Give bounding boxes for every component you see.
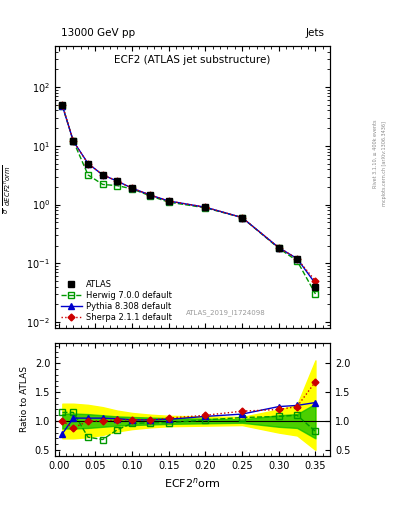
Herwig 7.0.0 default (276, 245, 281, 251)
X-axis label: ECF2$^{n}$orm: ECF2$^{n}$orm (164, 476, 221, 490)
ATLAS (100, 172, 105, 178)
Pythia 8.308 default (115, 178, 120, 184)
ATLAS (295, 255, 299, 262)
Sherpa 2.1.1 default (295, 255, 299, 262)
ATLAS (71, 138, 76, 144)
Herwig 7.0.0 default (115, 183, 120, 189)
Pythia 8.308 default (313, 281, 318, 287)
Legend: ATLAS, Herwig 7.0.0 default, Pythia 8.308 default, Sherpa 2.1.1 default: ATLAS, Herwig 7.0.0 default, Pythia 8.30… (59, 278, 173, 324)
Line: ATLAS: ATLAS (59, 102, 319, 290)
ATLAS (86, 160, 90, 166)
Herwig 7.0.0 default (86, 172, 90, 178)
ATLAS (60, 102, 65, 108)
ATLAS (240, 215, 244, 221)
Text: $\frac{1}{\sigma}$ $\frac{d\sigma}{dECF2^{n}orm}$: $\frac{1}{\sigma}$ $\frac{d\sigma}{dECF2… (0, 165, 13, 214)
Pythia 8.308 default (100, 172, 105, 178)
Line: Herwig 7.0.0 default: Herwig 7.0.0 default (59, 103, 319, 297)
Sherpa 2.1.1 default (313, 278, 318, 284)
Herwig 7.0.0 default (166, 199, 171, 205)
Pythia 8.308 default (86, 160, 90, 166)
Sherpa 2.1.1 default (71, 138, 76, 144)
Pythia 8.308 default (130, 185, 134, 191)
Sherpa 2.1.1 default (130, 185, 134, 191)
Sherpa 2.1.1 default (148, 192, 153, 198)
Herwig 7.0.0 default (240, 215, 244, 221)
Pythia 8.308 default (71, 138, 76, 144)
Sherpa 2.1.1 default (86, 160, 90, 166)
Pythia 8.308 default (295, 255, 299, 262)
ATLAS (313, 284, 318, 290)
ATLAS (203, 204, 208, 210)
Pythia 8.308 default (148, 192, 153, 198)
ATLAS (276, 245, 281, 251)
Text: Rivet 3.1.10, ≥ 400k events: Rivet 3.1.10, ≥ 400k events (373, 119, 378, 188)
Text: ECF2 (ATLAS jet substructure): ECF2 (ATLAS jet substructure) (114, 55, 271, 65)
Herwig 7.0.0 default (313, 291, 318, 297)
Sherpa 2.1.1 default (100, 172, 105, 178)
Text: 13000 GeV pp: 13000 GeV pp (61, 28, 135, 37)
Line: Sherpa 2.1.1 default: Sherpa 2.1.1 default (60, 102, 318, 283)
ATLAS (115, 178, 120, 184)
Sherpa 2.1.1 default (240, 215, 244, 221)
ATLAS (148, 192, 153, 198)
Herwig 7.0.0 default (295, 258, 299, 264)
Sherpa 2.1.1 default (60, 102, 65, 108)
Sherpa 2.1.1 default (115, 178, 120, 184)
Herwig 7.0.0 default (203, 205, 208, 211)
Text: mcplots.cern.ch [arXiv:1306.3436]: mcplots.cern.ch [arXiv:1306.3436] (382, 121, 387, 206)
Line: Pythia 8.308 default: Pythia 8.308 default (59, 103, 319, 287)
ATLAS (130, 185, 134, 191)
Pythia 8.308 default (276, 245, 281, 251)
Herwig 7.0.0 default (148, 193, 153, 199)
Text: ATLAS_2019_I1724098: ATLAS_2019_I1724098 (186, 310, 265, 316)
Sherpa 2.1.1 default (203, 204, 208, 210)
Herwig 7.0.0 default (130, 186, 134, 192)
Pythia 8.308 default (203, 204, 208, 210)
Text: Jets: Jets (306, 28, 325, 37)
Herwig 7.0.0 default (100, 181, 105, 187)
Herwig 7.0.0 default (71, 138, 76, 144)
Sherpa 2.1.1 default (276, 245, 281, 251)
Y-axis label: Ratio to ATLAS: Ratio to ATLAS (20, 367, 29, 432)
Pythia 8.308 default (240, 215, 244, 221)
Pythia 8.308 default (166, 198, 171, 204)
Pythia 8.308 default (60, 103, 65, 109)
Sherpa 2.1.1 default (166, 198, 171, 204)
Herwig 7.0.0 default (60, 103, 65, 109)
ATLAS (166, 198, 171, 204)
